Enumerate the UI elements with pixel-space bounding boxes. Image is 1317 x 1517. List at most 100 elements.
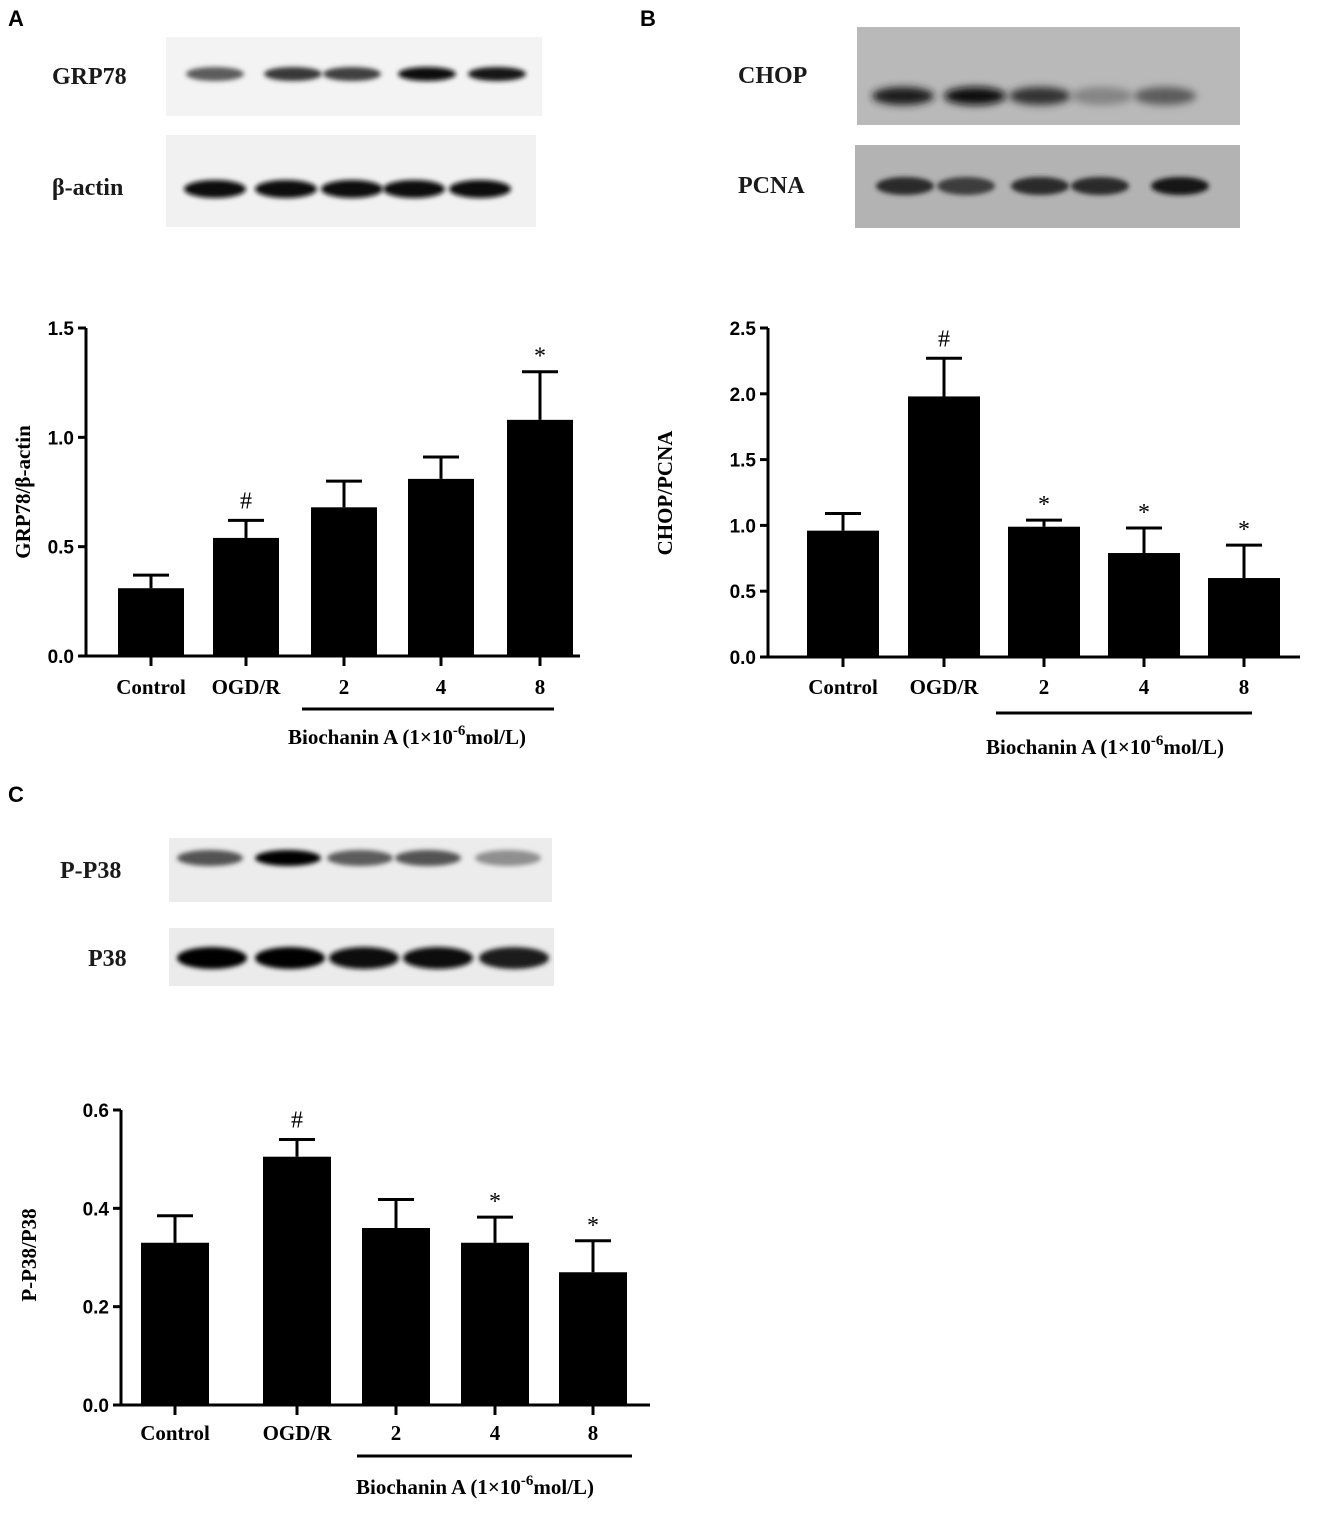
y-tick-label: 0.0 (48, 647, 74, 668)
blot-band (1009, 87, 1071, 105)
blot-band (323, 67, 381, 81)
significance-star: * (1138, 500, 1150, 526)
category-label: Control (116, 675, 186, 699)
panel-letter: A (8, 6, 24, 31)
blot-background (169, 838, 552, 902)
blot-p38: P38 (88, 928, 554, 986)
panel-c: C P-P38 P38 0.0 0.2 0.4 0.6 Control OGD/R #2 4 * 8 * P… (8, 782, 650, 1499)
y-tick-label: 1.0 (48, 428, 74, 449)
blot-band (403, 947, 473, 969)
bar (807, 530, 879, 657)
bar (1008, 526, 1080, 657)
bar (311, 507, 377, 656)
y-tick-label: 0.5 (730, 582, 757, 603)
bar (461, 1242, 529, 1405)
y-tick-label: 0.5 (48, 538, 75, 559)
category-label: OGD/R (263, 1421, 333, 1445)
bar (559, 1272, 627, 1405)
blot-grp78: GRP78 (52, 37, 542, 116)
category-label: 2 (391, 1421, 402, 1445)
significance-hash: # (240, 488, 252, 514)
panel-letter: B (640, 6, 656, 31)
y-tick-label: 1.5 (730, 451, 757, 472)
category-label: 4 (436, 675, 447, 699)
blot-band (1151, 177, 1209, 195)
significance-hash: # (291, 1108, 303, 1134)
treatment-label: Biochanin A (1×10-6mol/L) (986, 733, 1224, 759)
panel-b: B CHOP PCNA 0.0 0.5 1.0 1.5 2.0 2.5 Control OGD/R #… (640, 6, 1300, 759)
blot-band (449, 180, 511, 198)
blot-band (475, 850, 541, 866)
blot-band (479, 947, 549, 969)
category-label: 2 (1039, 675, 1050, 699)
bar (213, 537, 279, 656)
bar (408, 478, 474, 656)
y-axis-label: P-P38/P38 (17, 1208, 41, 1301)
blot-label: CHOP (738, 63, 807, 89)
blot-band (321, 180, 383, 198)
blot-band (383, 180, 445, 198)
panel-a: A GRP78 β-actin 0.0 0.5 1.0 1.5 Control OGD/R #2 4… (8, 6, 580, 749)
bar (263, 1156, 331, 1405)
blot-label: GRP78 (52, 64, 127, 90)
bar-chart-b: 0.0 0.5 1.0 1.5 2.0 2.5 Control OGD/R #2 * 4 * 8 * CHO… (653, 319, 1300, 759)
blot-band (1071, 87, 1133, 105)
category-label: Control (808, 675, 878, 699)
category-label: 8 (535, 675, 546, 699)
blot-band (327, 850, 393, 866)
significance-star: * (1238, 517, 1250, 543)
category-label: 8 (588, 1421, 599, 1445)
bar (118, 588, 184, 656)
blot-band (255, 850, 321, 866)
blot-band (1071, 177, 1129, 195)
blot-label: P-P38 (60, 858, 121, 884)
significance-hash: # (938, 326, 950, 352)
treatment-label: Biochanin A (1×10-6mol/L) (288, 723, 526, 749)
blot-label: PCNA (738, 173, 805, 199)
treatment-label: Biochanin A (1×10-6mol/L) (356, 1473, 594, 1499)
y-tick-label: 2.5 (730, 319, 757, 340)
blot-band (468, 67, 526, 81)
panel-letter: C (8, 782, 24, 807)
blot-band (872, 87, 934, 105)
blot-band (264, 67, 322, 81)
blot-pcna: PCNA (738, 145, 1240, 228)
bar-chart-a: 0.0 0.5 1.0 1.5 Control OGD/R #2 4 8 * GRP78/β-act… (11, 319, 580, 749)
category-label: 8 (1239, 675, 1250, 699)
category-label: OGD/R (212, 675, 282, 699)
significance-star: * (489, 1189, 501, 1215)
bar (1108, 553, 1180, 657)
bar (1208, 578, 1280, 657)
y-tick-label: 0.6 (83, 1101, 109, 1122)
blot-band (177, 850, 243, 866)
blot-p-p38: P-P38 (60, 838, 552, 902)
y-tick-label: 0.4 (83, 1199, 110, 1220)
category-label: 4 (1139, 675, 1150, 699)
blot-background (857, 27, 1240, 125)
blot-band (255, 180, 317, 198)
blot-band (395, 850, 461, 866)
blot-label: P38 (88, 946, 127, 972)
blot-band (876, 177, 934, 195)
y-tick-label: 0.2 (83, 1298, 109, 1319)
blot-band (398, 67, 456, 81)
category-label: Control (140, 1421, 210, 1445)
y-axis-label: GRP78/β-actin (11, 425, 35, 559)
y-tick-label: 2.0 (730, 385, 756, 406)
blot-band (184, 180, 246, 198)
category-label: OGD/R (910, 675, 980, 699)
y-axis-label: CHOP/PCNA (653, 430, 677, 556)
blot-band (937, 177, 995, 195)
blot-band (177, 947, 247, 969)
blot--actin: β-actin (52, 135, 536, 227)
bar (141, 1242, 209, 1405)
y-tick-label: 1.5 (48, 319, 75, 340)
significance-star: * (587, 1213, 599, 1239)
y-tick-label: 1.0 (730, 516, 756, 537)
blot-chop: CHOP (738, 27, 1240, 125)
blot-label: β-actin (52, 175, 123, 201)
blot-band (1011, 177, 1069, 195)
significance-star: * (534, 344, 546, 370)
